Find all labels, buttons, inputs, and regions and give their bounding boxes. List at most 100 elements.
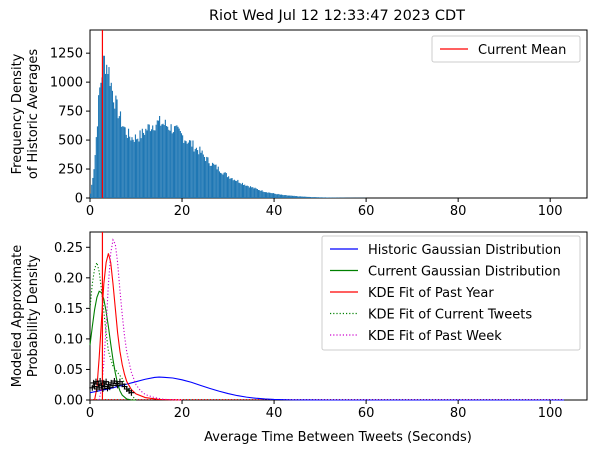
tweet-marker: [95, 381, 102, 388]
histogram-bar: [275, 193, 277, 198]
histogram-bar: [161, 124, 163, 198]
bottom-y-ticks: 0.00 0.05 0.10 0.15 0.20 0.25: [54, 241, 90, 409]
histogram-bar: [168, 129, 170, 198]
histogram-bar: [191, 146, 193, 198]
histogram-bar: [198, 154, 200, 198]
top-legend: Current Mean: [431, 35, 581, 63]
histogram-bar: [274, 193, 276, 198]
histogram-bar: [254, 187, 256, 198]
histogram-bar: [278, 194, 280, 198]
histogram-bar: [121, 126, 123, 198]
histogram-bar: [152, 125, 154, 198]
histogram-bar: [110, 82, 112, 198]
histogram-bar: [215, 164, 217, 198]
histogram-bar: [164, 119, 166, 198]
histogram-bar: [124, 127, 126, 198]
histogram-bar: [116, 99, 118, 198]
histogram-bar: [223, 172, 225, 198]
histogram-bar: [207, 157, 209, 198]
histogram-bar: [325, 197, 327, 198]
histogram-bar: [236, 181, 238, 198]
histogram-bar: [252, 187, 254, 198]
x-tick-label: 60: [358, 406, 375, 421]
histogram-bar: [126, 137, 128, 198]
histogram-bar: [305, 196, 307, 198]
histogram-bar: [176, 125, 178, 198]
histogram-bar: [171, 133, 173, 198]
histogram-bar: [315, 197, 317, 198]
histogram-bar: [115, 95, 117, 198]
histogram-bar: [224, 172, 226, 198]
histogram-bar: [217, 166, 219, 198]
histogram-bar: [113, 102, 115, 198]
x-tick-label: 0: [86, 204, 94, 219]
histogram-bar: [170, 124, 172, 198]
y-tick-label: 1000: [50, 76, 83, 91]
y-tick-label: 1250: [50, 47, 83, 62]
histogram-bar: [237, 179, 239, 198]
y-tick-label: 250: [58, 163, 83, 178]
histogram-bar: [261, 190, 263, 198]
histogram-bar: [287, 195, 290, 198]
histogram-bar: [205, 161, 207, 198]
y-tick-label: 0.05: [54, 363, 83, 378]
histogram-bar: [267, 192, 269, 198]
histogram-bar: [149, 131, 151, 198]
histogram-bar: [160, 125, 162, 198]
histogram-bar: [92, 177, 94, 198]
histogram-bar: [163, 125, 165, 198]
histogram-bar: [167, 126, 169, 198]
x-tick-label: 40: [266, 406, 283, 421]
histogram-bar: [294, 196, 296, 198]
histogram-bar: [136, 139, 138, 198]
histogram-bar: [178, 128, 180, 198]
histogram-bar: [91, 184, 93, 198]
x-tick-label: 100: [538, 204, 563, 219]
y-tick-label: 0.15: [54, 302, 83, 317]
histogram-bar: [272, 193, 275, 198]
histogram-bar: [107, 74, 109, 198]
histogram-bar: [320, 197, 322, 198]
histogram-bar: [229, 178, 231, 198]
histogram-bar: [108, 67, 110, 198]
histogram-bar: [270, 193, 272, 198]
y-tick-label: 0.10: [54, 332, 83, 347]
histogram-bar: [226, 177, 229, 198]
histogram-bar: [90, 193, 92, 198]
histogram-bar: [239, 183, 241, 198]
histogram-bar: [206, 156, 208, 198]
histogram-bar: [323, 197, 325, 198]
histogram-bar: [321, 197, 323, 198]
histogram-bar: [283, 195, 285, 198]
histogram-bar: [290, 195, 292, 198]
histogram-bar: [182, 135, 184, 198]
series-line: [89, 376, 564, 401]
histogram-bar: [196, 150, 199, 198]
histogram-bar: [240, 184, 242, 198]
histogram-bar: [141, 128, 143, 198]
histogram-bar: [297, 196, 299, 198]
histogram-bar: [312, 197, 314, 198]
histogram-bar: [255, 188, 257, 198]
histogram-bar: [96, 126, 99, 198]
histogram-bar: [93, 169, 95, 198]
histogram-bar: [155, 124, 157, 198]
histogram-bar: [318, 197, 321, 198]
histogram-bar: [192, 140, 194, 198]
histogram-bar: [316, 197, 318, 198]
histogram-bar: [188, 140, 191, 198]
series-line: [89, 290, 137, 401]
top-legend-box: [431, 35, 581, 63]
histogram-bar: [153, 130, 155, 198]
histogram-bar: [245, 185, 247, 198]
histogram-chart: Riot Wed Jul 12 12:33:47 2023 CDT 0 20 40 6…: [10, 8, 588, 219]
histogram-bar: [324, 197, 326, 198]
histogram-bar: [208, 163, 210, 198]
histogram-bar: [264, 192, 267, 198]
histogram-bar: [117, 118, 119, 198]
density-series: [89, 232, 564, 401]
histogram-bar: [260, 191, 262, 198]
histogram-bar: [276, 194, 278, 198]
histogram-bar: [99, 87, 101, 198]
legend-label: KDE Fit of Past Year: [368, 286, 494, 301]
